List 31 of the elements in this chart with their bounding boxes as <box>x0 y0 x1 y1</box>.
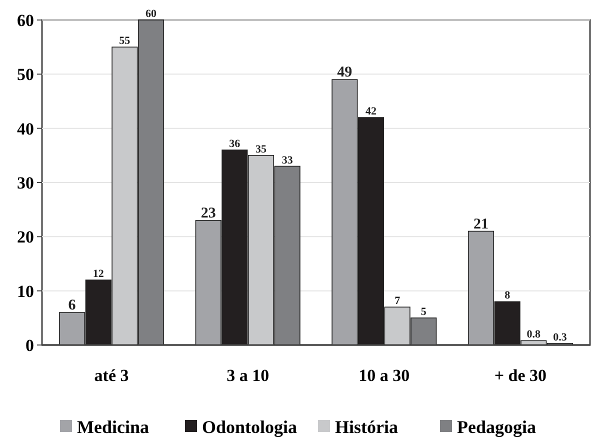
x-tick-label: + de 30 <box>494 366 547 385</box>
data-label: 55 <box>119 35 131 48</box>
data-label: 21 <box>474 216 488 232</box>
data-label: 33 <box>282 154 294 166</box>
data-label: 0.8 <box>526 328 542 341</box>
data-label: 7 <box>394 295 401 308</box>
y-tick-label: 40 <box>17 119 34 138</box>
data-label: 36 <box>229 138 241 150</box>
data-label: 42 <box>366 106 377 118</box>
legend-label: Pedagogia <box>457 417 536 437</box>
x-tick-label: 10 a 30 <box>358 366 410 385</box>
x-tick-label: até 3 <box>94 366 129 385</box>
data-label: 5 <box>420 306 427 318</box>
y-tick-label: 0 <box>26 336 34 355</box>
y-tick-label: 20 <box>17 228 34 247</box>
data-label: 23 <box>200 205 216 222</box>
x-tick-label: 3 a 10 <box>226 366 270 385</box>
data-label: 6 <box>68 298 76 314</box>
legend-label: Odontologia <box>202 417 298 437</box>
data-label: 60 <box>146 8 157 20</box>
data-label: 8 <box>504 290 511 302</box>
data-label: 0.3 <box>553 331 568 344</box>
legend-label: Medicina <box>77 417 149 437</box>
legend-label: História <box>335 417 398 437</box>
y-tick-label: 30 <box>17 173 34 192</box>
y-tick-label: 50 <box>17 65 34 84</box>
y-tick-label: 60 <box>17 10 34 30</box>
data-label: 49 <box>337 64 352 81</box>
data-label: 12 <box>92 268 104 280</box>
data-label: 35 <box>256 143 267 156</box>
y-tick-label: 10 <box>17 282 34 301</box>
